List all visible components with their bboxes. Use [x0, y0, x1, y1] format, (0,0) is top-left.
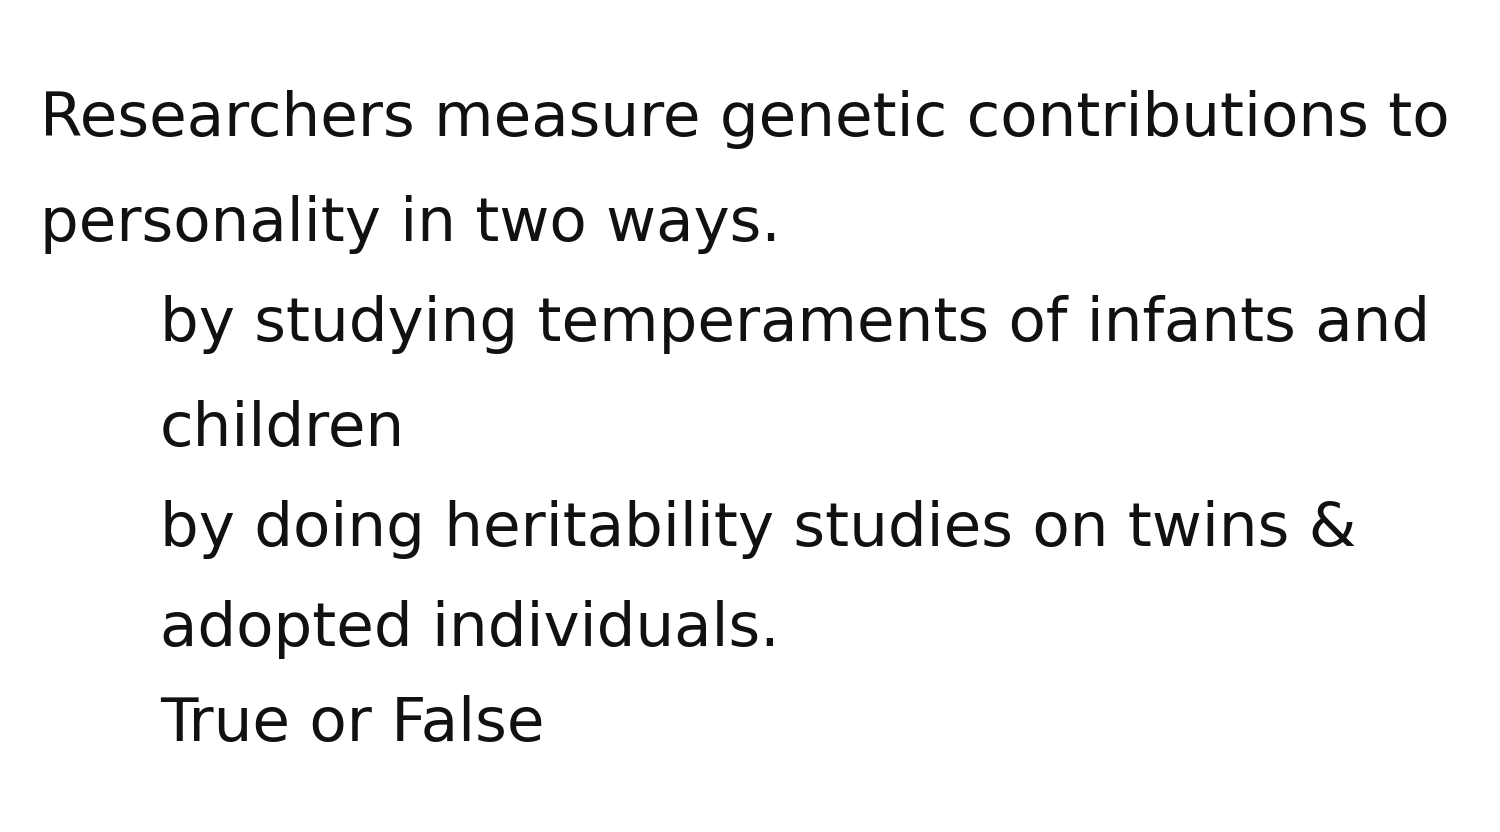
- Text: personality in two ways.: personality in two ways.: [40, 195, 780, 254]
- Text: by studying temperaments of infants and: by studying temperaments of infants and: [160, 295, 1430, 354]
- Text: by doing heritability studies on twins &: by doing heritability studies on twins &: [160, 500, 1356, 559]
- Text: children: children: [160, 400, 405, 459]
- Text: adopted individuals.: adopted individuals.: [160, 600, 780, 659]
- Text: Researchers measure genetic contributions to: Researchers measure genetic contribution…: [40, 90, 1449, 149]
- Text: True or False: True or False: [160, 695, 544, 754]
